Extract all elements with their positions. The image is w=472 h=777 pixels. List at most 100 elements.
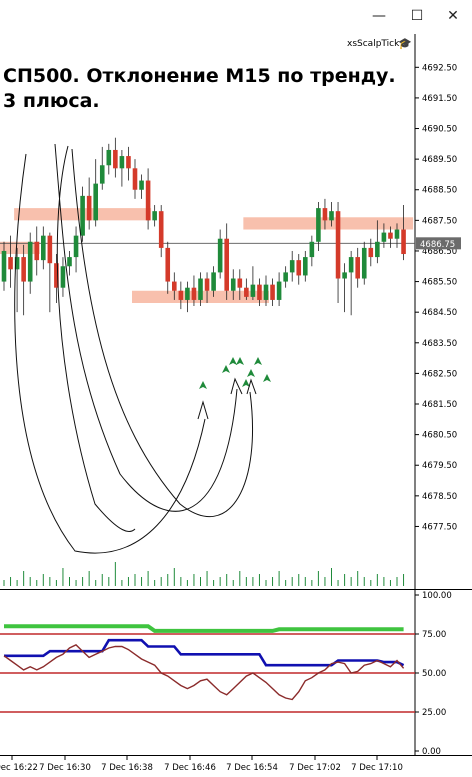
graduation-cap-icon: 🎓 bbox=[398, 37, 412, 50]
candle-body bbox=[329, 211, 334, 221]
price-tick-label: 4681.50 bbox=[422, 400, 457, 410]
candle-body bbox=[152, 211, 157, 221]
candle-body bbox=[375, 241, 380, 258]
candle-body bbox=[99, 165, 105, 184]
candle-body bbox=[145, 180, 151, 221]
candle-body bbox=[172, 281, 177, 291]
candle-body bbox=[185, 287, 190, 300]
candle-body bbox=[106, 149, 112, 166]
candle-body bbox=[80, 195, 85, 236]
headline-line-2: 3 плюса. bbox=[3, 90, 100, 112]
buy-signal-arrow bbox=[229, 357, 237, 365]
brown-line-series bbox=[3, 644, 405, 701]
candle-body bbox=[217, 238, 223, 273]
candle-body bbox=[322, 208, 328, 221]
candle-body bbox=[355, 257, 360, 279]
candle-body bbox=[244, 287, 249, 297]
chart-headline: СП500. Отклонение М15 по тренду. 3 плюса… bbox=[3, 64, 403, 114]
candle-body bbox=[27, 241, 33, 282]
minimize-icon[interactable]: — bbox=[372, 8, 386, 24]
candle-body bbox=[309, 241, 315, 258]
price-chart[interactable]: 4692.50 4691.50 4690.50 4689.50 4688.50 4687.… bbox=[0, 34, 472, 590]
candle-body bbox=[348, 257, 354, 273]
price-tick-label: 4689.50 bbox=[422, 155, 457, 165]
resistance-zone bbox=[243, 217, 414, 230]
price-tick-label: 4688.50 bbox=[422, 186, 457, 196]
candle-body bbox=[296, 260, 302, 276]
time-tick-label: 7 Dec 16:22 bbox=[0, 763, 38, 773]
candle-body bbox=[388, 232, 393, 239]
price-tick-label: 4692.50 bbox=[422, 63, 457, 73]
handdrawn-curve bbox=[56, 145, 136, 532]
time-tick-label: 7 Dec 17:10 bbox=[351, 763, 403, 773]
candle-body bbox=[276, 281, 282, 300]
headline-line-1: СП500. Отклонение М15 по тренду. bbox=[3, 65, 396, 87]
candle-body bbox=[165, 247, 171, 282]
time-tick-label: 7 Dec 16:54 bbox=[226, 763, 278, 773]
price-tick-label: 4690.50 bbox=[422, 125, 457, 135]
indicator-tick-label: 100.00 bbox=[422, 591, 452, 601]
candle-body bbox=[368, 247, 374, 258]
indicator-tick-label: 25.00 bbox=[422, 708, 446, 718]
buy-signal-arrow bbox=[247, 369, 255, 377]
indicator-tick-label: 0.00 bbox=[422, 747, 441, 757]
candle-body bbox=[361, 247, 367, 279]
candle-body bbox=[14, 257, 20, 270]
time-tick-label: 7 Dec 16:38 bbox=[101, 763, 153, 773]
candle-body bbox=[401, 229, 406, 255]
indicator-tick-label: 50.00 bbox=[422, 669, 446, 679]
candle-body bbox=[316, 208, 321, 242]
blue-line-series bbox=[4, 638, 405, 667]
time-tick-label: 7 Dec 17:02 bbox=[289, 763, 341, 773]
buy-signal-arrow bbox=[263, 374, 271, 382]
price-tick-label: 4682.50 bbox=[422, 369, 457, 379]
price-tick-label: 4685.50 bbox=[422, 278, 457, 288]
handdrawn-curve bbox=[71, 148, 254, 518]
candle-body bbox=[54, 263, 59, 288]
candle-body bbox=[342, 272, 347, 279]
candle-body bbox=[113, 149, 118, 169]
price-tick-label: 4686.50 bbox=[422, 247, 457, 257]
price-tick-label: 4687.50 bbox=[422, 216, 457, 226]
maximize-icon[interactable]: ☐ bbox=[410, 8, 424, 24]
handdrawn-curve bbox=[54, 143, 238, 512]
candle-body bbox=[47, 235, 53, 264]
candle-body bbox=[263, 284, 269, 300]
candle-body bbox=[158, 211, 164, 248]
price-tick-label: 4680.50 bbox=[422, 431, 457, 441]
buy-signal-arrow bbox=[199, 381, 207, 389]
handdrawn-arrow bbox=[246, 378, 257, 395]
candle-body bbox=[198, 278, 203, 300]
price-tick-label: 4677.50 bbox=[422, 522, 457, 532]
current-price-tag bbox=[416, 237, 461, 250]
candle-body bbox=[257, 284, 262, 300]
candle-body bbox=[132, 168, 138, 190]
candle-body bbox=[211, 272, 216, 291]
time-tick-label: 7 Dec 16:30 bbox=[39, 763, 91, 773]
candle-body bbox=[270, 284, 275, 300]
buy-signal-arrow bbox=[222, 365, 230, 373]
candle-body bbox=[119, 156, 125, 169]
buy-signal-arrow bbox=[254, 357, 262, 365]
candle-body bbox=[303, 257, 308, 276]
candle-body bbox=[21, 257, 26, 282]
candle-body bbox=[237, 278, 243, 288]
price-tick-label: 4679.50 bbox=[422, 461, 457, 471]
handdrawn-arrow bbox=[230, 377, 243, 395]
candle-body bbox=[335, 211, 341, 279]
price-tick-label: 4683.50 bbox=[422, 339, 457, 349]
candle-body bbox=[178, 290, 184, 300]
price-tick-label: 4678.50 bbox=[422, 492, 457, 502]
window-titlebar: — ☐ ✕ bbox=[0, 0, 472, 34]
buy-signal-arrow bbox=[242, 379, 250, 387]
time-tick-label: 7 Dec 16:46 bbox=[164, 763, 216, 773]
green-line-series bbox=[4, 624, 404, 633]
candle-body bbox=[67, 257, 72, 267]
candle-body bbox=[289, 260, 295, 273]
candle-body bbox=[8, 257, 13, 270]
close-icon[interactable]: ✕ bbox=[447, 8, 459, 24]
candle-body bbox=[86, 195, 92, 221]
candle-body bbox=[230, 278, 236, 291]
buy-signal-arrow bbox=[236, 357, 244, 365]
